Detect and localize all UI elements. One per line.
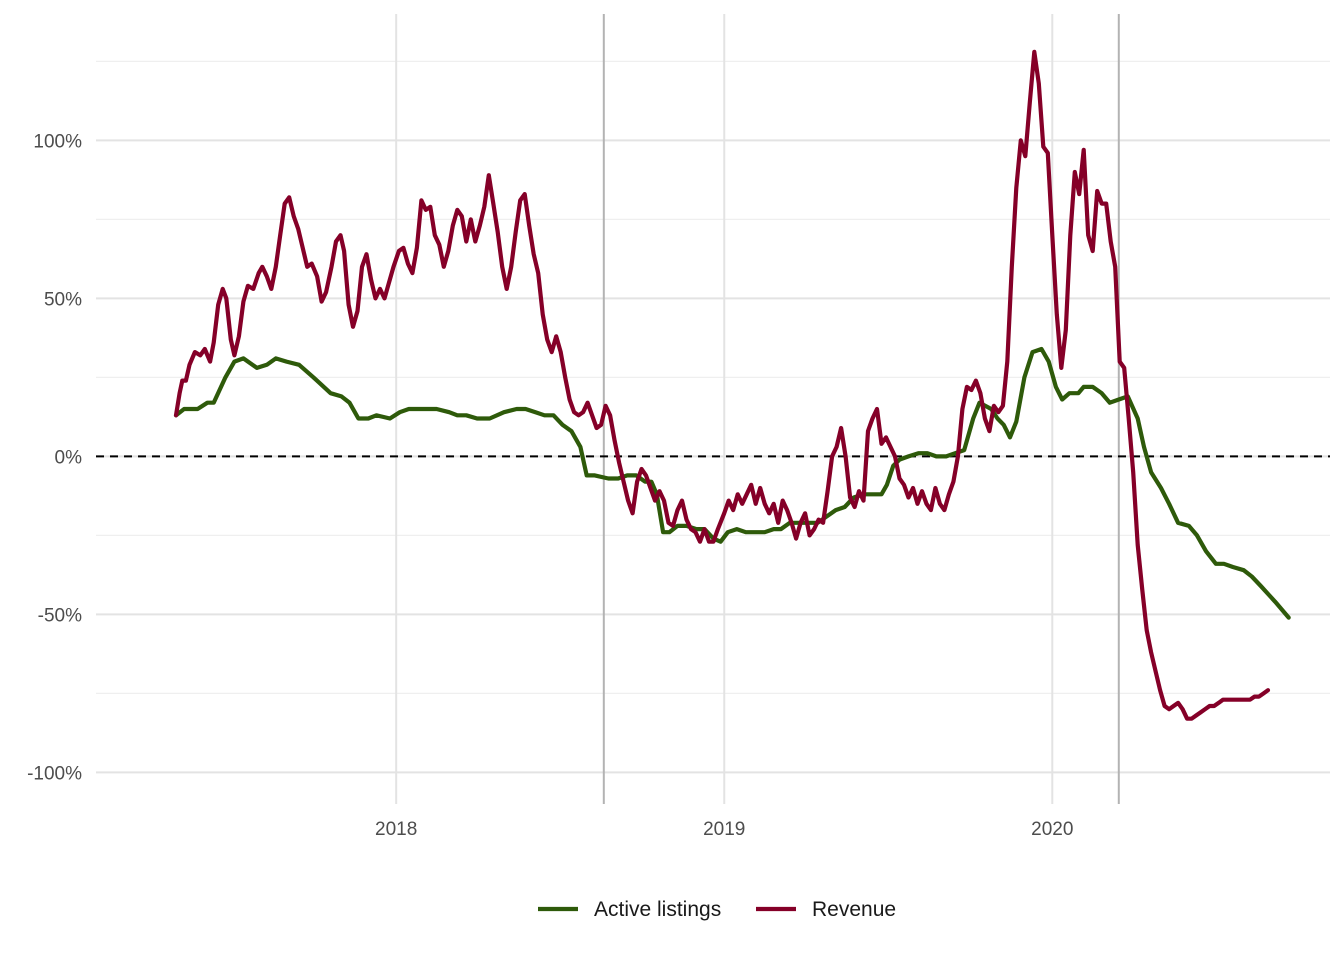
series-lines xyxy=(173,49,1291,721)
series-line-revenue xyxy=(173,49,1271,721)
x-axis-labels: 2018 2019 2020 xyxy=(375,819,1073,840)
series-line-active-listings xyxy=(173,346,1291,620)
legend: Active listings Revenue xyxy=(538,898,896,921)
x-tick-label: 2020 xyxy=(1031,819,1073,840)
y-tick-label: -50% xyxy=(38,605,82,626)
y-tick-label: -100% xyxy=(27,763,82,784)
gridlines xyxy=(96,14,1330,804)
y-axis-labels: 100% 50% 0% -50% -100% xyxy=(27,131,82,784)
y-tick-label: 50% xyxy=(44,289,82,310)
legend-label-revenue: Revenue xyxy=(812,898,896,921)
y-tick-label: 0% xyxy=(55,447,83,468)
x-tick-label: 2018 xyxy=(375,819,417,840)
x-tick-label: 2019 xyxy=(703,819,745,840)
legend-label-active-listings: Active listings xyxy=(594,898,721,921)
y-tick-label: 100% xyxy=(33,131,82,152)
